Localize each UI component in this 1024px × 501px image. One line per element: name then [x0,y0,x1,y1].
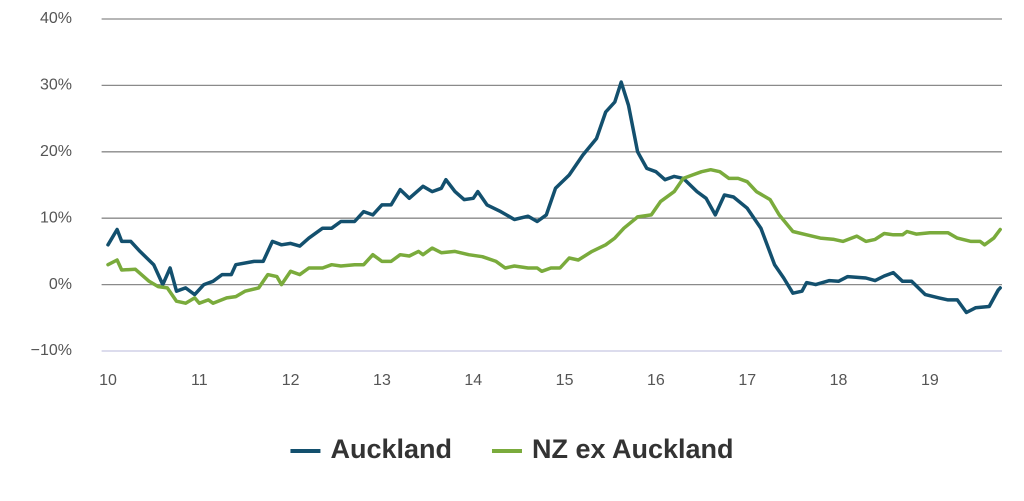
x-tick-label: 15 [556,372,574,389]
x-tick-label: 14 [464,372,482,389]
y-tick-label: 10% [40,209,72,226]
x-tick-label: 10 [99,372,117,389]
series-line [106,167,1002,305]
x-tick-label: 13 [373,372,391,389]
y-tick-label: 0% [49,276,72,293]
legend-label: NZ ex Auckland [532,434,734,464]
legend-label: Auckland [330,434,452,464]
x-tick-label: 17 [738,372,756,389]
x-tick-label: 11 [191,372,208,389]
y-tick-label: −10% [31,342,72,359]
y-tick-label: 40% [40,10,72,27]
y-tick-label: 30% [40,77,72,94]
x-tick-label: 16 [647,372,665,389]
x-tick-label: 12 [282,372,300,389]
y-tick-label: 20% [40,143,72,160]
x-tick-label: 18 [830,372,848,389]
x-tick-label: 19 [921,372,939,389]
series-line [106,80,1002,315]
